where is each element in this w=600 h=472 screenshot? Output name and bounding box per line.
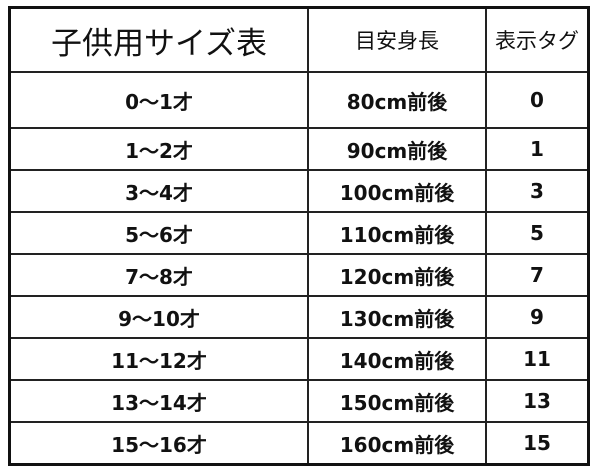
cell-tag: 3	[485, 169, 590, 213]
header-height: 目安身長	[307, 6, 487, 73]
table-row: 0～1才 80cm前後 0	[8, 71, 590, 129]
table-row: 15～16才 160cm前後 15	[8, 421, 590, 466]
cell-height: 100cm前後	[307, 169, 487, 213]
cell-age: 15～16才	[8, 421, 309, 466]
cell-height: 160cm前後	[307, 421, 487, 466]
cell-age: 11～12才	[8, 337, 309, 381]
header-tag: 表示タグ	[485, 6, 590, 73]
cell-age: 13～14才	[8, 379, 309, 423]
cell-tag: 15	[485, 421, 590, 466]
cell-tag: 13	[485, 379, 590, 423]
cell-age: 9～10才	[8, 295, 309, 339]
cell-height: 120cm前後	[307, 253, 487, 297]
cell-height: 90cm前後	[307, 127, 487, 171]
cell-height: 130cm前後	[307, 295, 487, 339]
cell-age: 0～1才	[8, 71, 309, 129]
cell-tag: 1	[485, 127, 590, 171]
cell-tag: 0	[485, 71, 590, 129]
cell-tag: 9	[485, 295, 590, 339]
cell-age: 7～8才	[8, 253, 309, 297]
table-row: 13～14才 150cm前後 13	[8, 379, 590, 423]
cell-height: 80cm前後	[307, 71, 487, 129]
cell-tag: 7	[485, 253, 590, 297]
table-row: 1～2才 90cm前後 1	[8, 127, 590, 171]
cell-age: 1～2才	[8, 127, 309, 171]
table-row: 5～6才 110cm前後 5	[8, 211, 590, 255]
header-row: 子供用サイズ表 目安身長 表示タグ	[8, 6, 590, 73]
table-row: 9～10才 130cm前後 9	[8, 295, 590, 339]
size-table: 子供用サイズ表 目安身長 表示タグ 0～1才 80cm前後 0 1～2才 90cm前後 1…	[8, 6, 590, 466]
table-row: 3～4才 100cm前後 3	[8, 169, 590, 213]
cell-tag: 11	[485, 337, 590, 381]
table-title: 子供用サイズ表	[8, 6, 309, 73]
cell-height: 150cm前後	[307, 379, 487, 423]
table-row: 7～8才 120cm前後 7	[8, 253, 590, 297]
cell-height: 140cm前後	[307, 337, 487, 381]
cell-height: 110cm前後	[307, 211, 487, 255]
cell-age: 3～4才	[8, 169, 309, 213]
table-row: 11～12才 140cm前後 11	[8, 337, 590, 381]
cell-age: 5～6才	[8, 211, 309, 255]
cell-tag: 5	[485, 211, 590, 255]
